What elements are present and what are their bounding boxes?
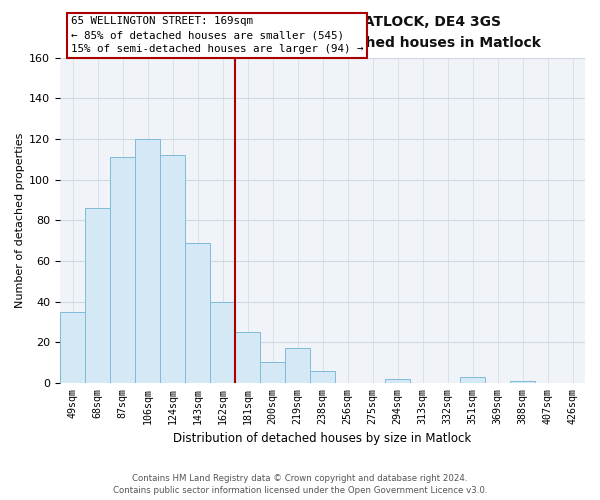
Bar (260, 362, 285, 383)
Bar (310, 370, 335, 383)
Bar (460, 376, 485, 383)
Y-axis label: Number of detached properties: Number of detached properties (15, 132, 25, 308)
Bar (510, 381, 535, 383)
Bar (285, 348, 310, 383)
Bar (210, 302, 235, 383)
Bar (110, 158, 135, 383)
Bar (135, 139, 160, 383)
Bar (235, 332, 260, 383)
Text: Contains HM Land Registry data © Crown copyright and database right 2024.
Contai: Contains HM Land Registry data © Crown c… (113, 474, 487, 495)
Bar (85, 208, 110, 383)
Bar (185, 242, 210, 383)
Bar (60, 312, 85, 383)
Bar (160, 155, 185, 383)
Bar (385, 378, 410, 383)
Title: 65, WELLINGTON STREET, MATLOCK, DE4 3GS
Size of property relative to detached ho: 65, WELLINGTON STREET, MATLOCK, DE4 3GS … (104, 15, 541, 50)
Text: 65 WELLINGTON STREET: 169sqm
← 85% of detached houses are smaller (545)
15% of s: 65 WELLINGTON STREET: 169sqm ← 85% of de… (71, 16, 363, 54)
X-axis label: Distribution of detached houses by size in Matlock: Distribution of detached houses by size … (173, 432, 472, 445)
